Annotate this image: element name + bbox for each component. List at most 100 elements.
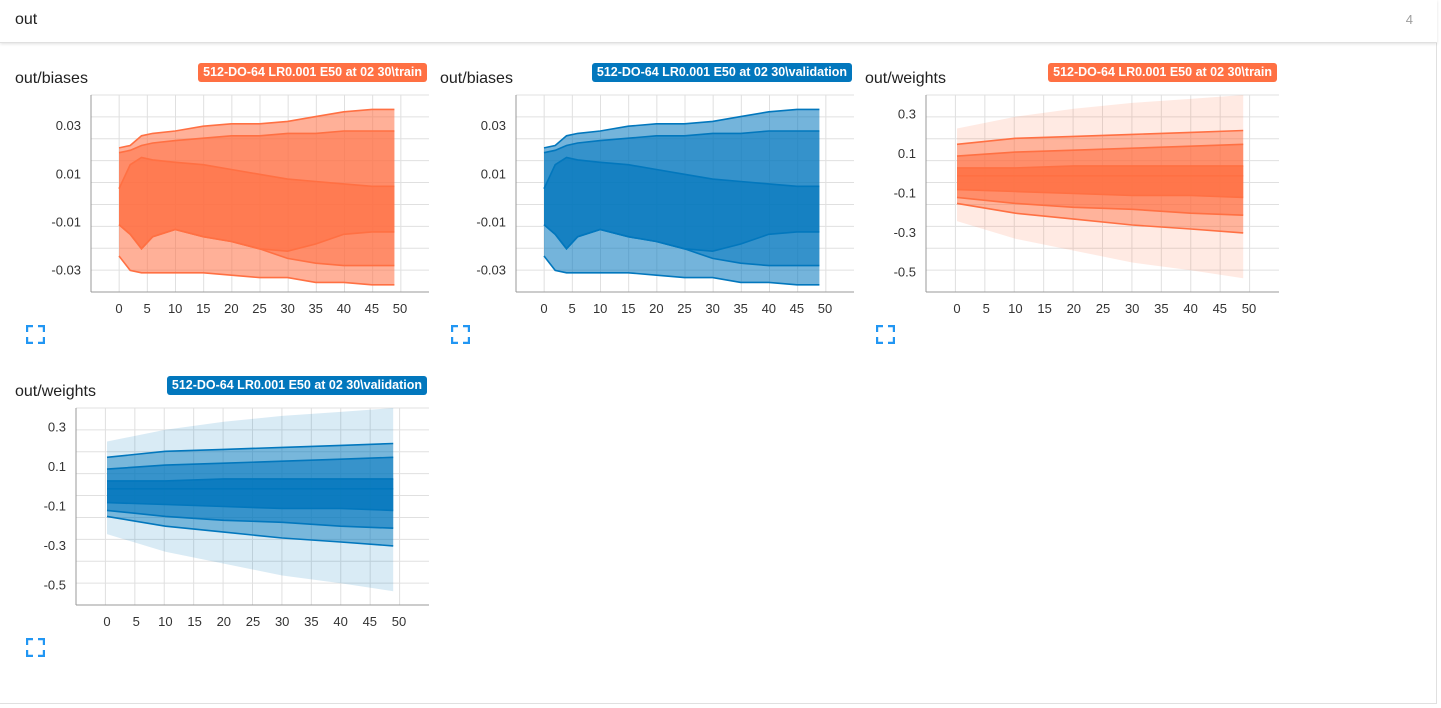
distribution-band — [957, 165, 1244, 198]
x-tick-label: 5 — [143, 301, 150, 316]
percentile-line — [957, 165, 1244, 169]
x-tick-label: 20 — [224, 301, 238, 316]
expand-icon[interactable] — [26, 325, 45, 344]
x-tick-label: 50 — [818, 301, 832, 316]
percentile-line — [543, 130, 820, 154]
percentile-line — [118, 255, 395, 286]
category-count: 4 — [1405, 12, 1413, 27]
x-tick-label: 45 — [1213, 301, 1227, 316]
percentile-line — [543, 156, 820, 190]
x-tick-label: 0 — [115, 301, 122, 316]
y-tick-label: -0.1 — [894, 186, 916, 201]
y-tick-label: 0.03 — [481, 118, 506, 133]
expand-icon[interactable] — [26, 638, 45, 657]
histogram-card: out/biases 512-DO-64 LR0.001 E50 at 02 3… — [0, 51, 429, 351]
histogram-card: out/weights 512-DO-64 LR0.001 E50 at 02 … — [0, 364, 429, 664]
y-tick-label: -0.3 — [894, 225, 916, 240]
y-tick-label: 0.1 — [48, 459, 66, 474]
run-tag: 512-DO-64 LR0.001 E50 at 02 30\validatio… — [166, 376, 427, 395]
distribution-band — [119, 157, 395, 252]
x-tick-label: 0 — [103, 614, 110, 629]
percentile-line — [106, 442, 394, 459]
x-tick-label: 40 — [337, 301, 351, 316]
x-tick-label: 40 — [1183, 301, 1197, 316]
y-tick-label: -0.3 — [44, 538, 66, 553]
percentile-line — [956, 202, 1244, 234]
x-tick-label: 0 — [953, 301, 960, 316]
x-tick-label: 40 — [762, 301, 776, 316]
percentile-line — [106, 501, 394, 512]
x-tick-label: 35 — [1154, 301, 1168, 316]
histogram-card: out/weights 512-DO-64 LR0.001 E50 at 02 … — [850, 51, 1279, 351]
x-tick-label: 15 — [621, 301, 635, 316]
run-tag: 512-DO-64 LR0.001 E50 at 02 30\train — [198, 63, 427, 82]
x-tick-label: 35 — [308, 301, 322, 316]
x-tick-label: 50 — [1242, 301, 1256, 316]
x-tick-label: 25 — [677, 301, 691, 316]
category-header[interactable]: out 4 — [0, 0, 1437, 43]
card-title: out/weights — [865, 70, 946, 87]
x-tick-label: 30 — [275, 614, 289, 629]
x-tick-label: 10 — [158, 614, 172, 629]
percentile-line — [107, 478, 394, 482]
histogram-chart: 0.03 0.01 -0.01 -0.03 0 5 10 15 20 25 30 35 40 45 50 — [51, 94, 429, 316]
percentile-line — [106, 515, 394, 547]
x-tick-label: 50 — [393, 301, 407, 316]
histogram-chart: 0.3 0.1 -0.1 -0.3 -0.5 0 5 10 15 20 25 30 35 40 45 50 — [44, 407, 429, 629]
x-tick-label: 5 — [568, 301, 575, 316]
x-tick-label: 10 — [593, 301, 607, 316]
y-tick-label: -0.1 — [44, 499, 66, 514]
y-tick-label: -0.5 — [894, 264, 916, 279]
x-tick-label: 20 — [217, 614, 231, 629]
distribution-band — [544, 157, 820, 252]
y-tick-label: -0.5 — [44, 577, 66, 592]
percentile-line — [543, 224, 820, 253]
x-tick-label: 25 — [252, 301, 266, 316]
percentile-line — [543, 255, 820, 286]
y-tick-label: -0.03 — [476, 262, 506, 277]
x-tick-label: 50 — [392, 614, 406, 629]
y-tick-label: 0.03 — [56, 118, 81, 133]
x-tick-label: 5 — [133, 614, 140, 629]
percentile-line — [956, 143, 1244, 157]
x-tick-label: 10 — [1008, 301, 1022, 316]
x-tick-label: 15 — [196, 301, 210, 316]
percentile-line — [956, 188, 1244, 199]
category-title: out — [15, 11, 38, 28]
histogram-chart: 0.03 0.01 -0.01 -0.03 0 5 10 15 20 25 30 35 40 45 50 — [476, 94, 854, 316]
x-tick-label: 20 — [649, 301, 663, 316]
y-tick-label: -0.01 — [51, 214, 81, 229]
x-tick-label: 45 — [365, 301, 379, 316]
x-tick-label: 15 — [187, 614, 201, 629]
percentile-line — [956, 196, 1244, 216]
percentile-line — [118, 130, 395, 154]
y-tick-label: 0.1 — [898, 146, 916, 161]
x-tick-label: 10 — [168, 301, 182, 316]
percentile-line — [118, 156, 395, 190]
x-tick-label: 40 — [333, 614, 347, 629]
x-tick-label: 15 — [1037, 301, 1051, 316]
x-tick-label: 35 — [304, 614, 318, 629]
run-tag: 512-DO-64 LR0.001 E50 at 02 30\train — [1048, 63, 1277, 82]
expand-icon[interactable] — [451, 325, 470, 344]
x-tick-label: 45 — [790, 301, 804, 316]
run-tag: 512-DO-64 LR0.001 E50 at 02 30\validatio… — [591, 63, 852, 82]
percentile-line — [956, 129, 1244, 146]
percentile-line — [118, 224, 395, 253]
x-tick-label: 45 — [363, 614, 377, 629]
y-tick-label: -0.03 — [51, 262, 81, 277]
expand-icon[interactable] — [876, 325, 895, 344]
histogram-card: out/biases 512-DO-64 LR0.001 E50 at 02 3… — [425, 51, 854, 351]
y-tick-label: 0.3 — [898, 107, 916, 122]
y-tick-label: 0.3 — [48, 420, 66, 435]
card-title: out/weights — [15, 383, 96, 400]
percentile-line — [106, 509, 394, 529]
x-tick-label: 30 — [1125, 301, 1139, 316]
y-tick-label: 0.01 — [56, 166, 81, 181]
percentile-line — [106, 456, 394, 470]
x-tick-label: 25 — [1096, 301, 1110, 316]
card-title: out/biases — [440, 70, 513, 87]
y-tick-label: 0.01 — [481, 166, 506, 181]
distribution-band — [107, 478, 394, 511]
